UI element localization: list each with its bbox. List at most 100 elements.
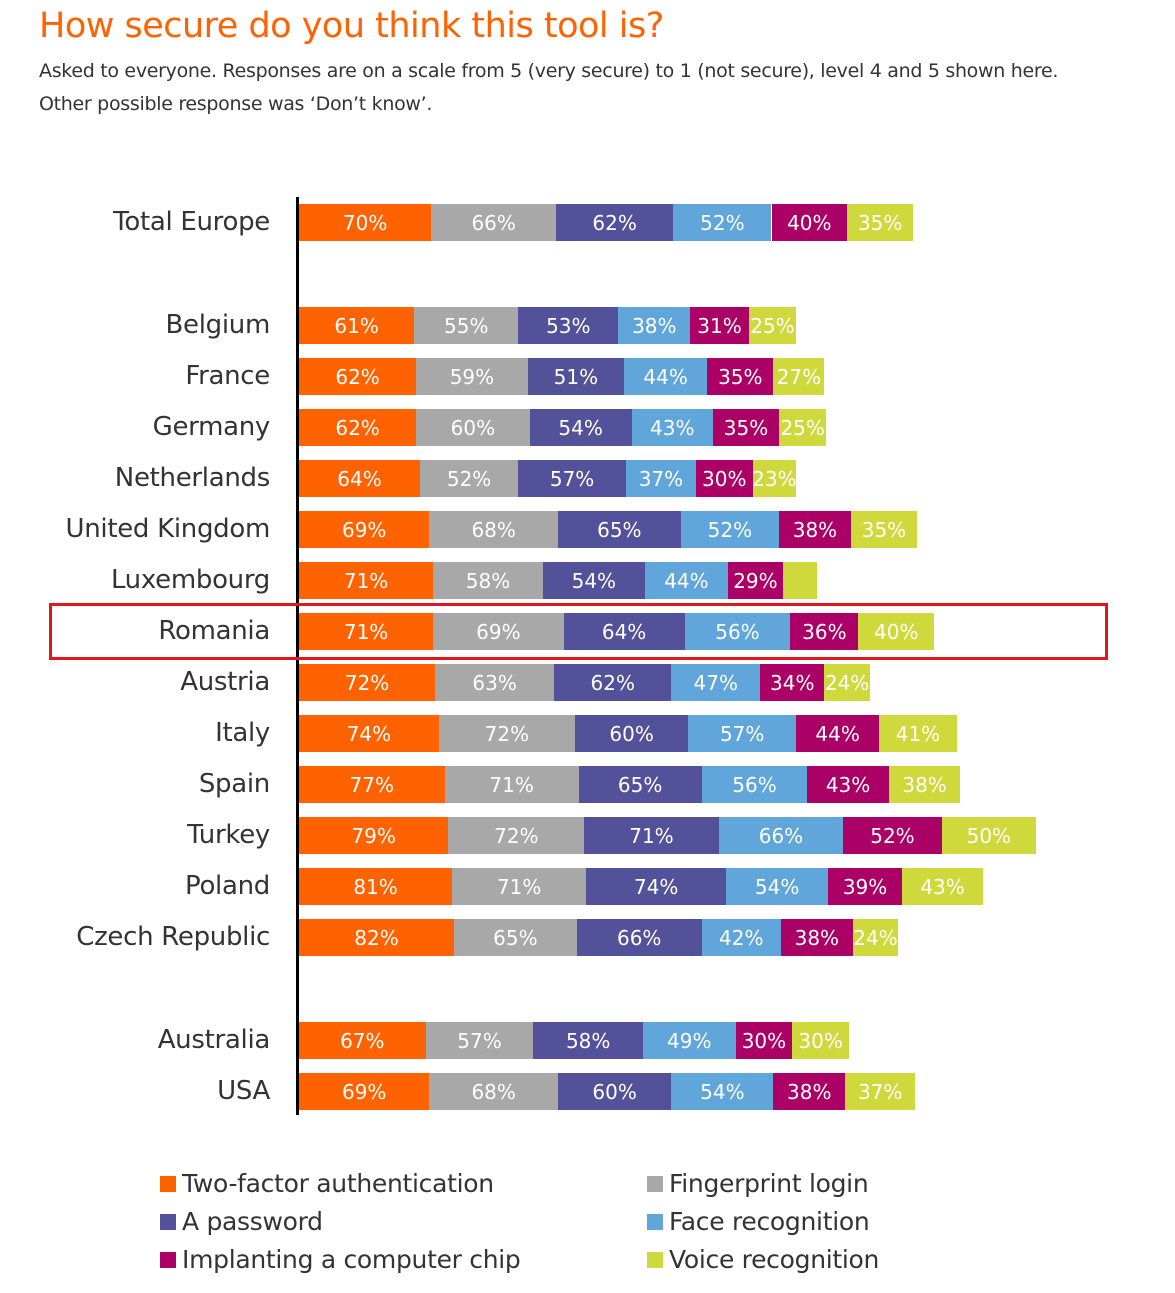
bar-segment-luxembourg-two-factor-authentication: 71% [299,562,434,599]
category-label-total-europe: Total Europe [113,207,270,237]
bar-segment-italy-a-password: 60% [574,715,689,752]
bar-segment-total-europe-a-password: 62% [556,204,674,241]
bar-segment-belgium-implanting-a-computer-chip: 31% [690,307,749,344]
bar-segment-poland-fingerprint-login: 71% [452,868,587,905]
legend-item-voice-recognition: Voice recognition [647,1245,879,1274]
bar-segment-germany-voice-recognition: 25% [779,409,827,446]
bar-segment-belgium-face-recognition: 38% [618,307,691,344]
bar-segment-belgium-voice-recognition: 25% [748,307,797,344]
bar-segment-italy-face-recognition: 57% [688,715,797,752]
bar-segment-france-a-password: 51% [527,358,625,395]
bar-segment-germany-fingerprint-login: 60% [416,409,530,446]
bar-segment-united-kingdom-voice-recognition: 35% [850,511,918,548]
category-label-united-kingdom: United Kingdom [65,514,271,544]
legend-item-fingerprint-login: Fingerprint login [647,1169,869,1198]
legend-swatch [647,1175,663,1192]
bar-segment-france-two-factor-authentication: 62% [299,358,417,395]
bar-segment-romania-implanting-a-computer-chip: 36% [790,613,859,650]
bar-segment-total-europe-two-factor-authentication: 70% [299,204,432,241]
bar-segment-romania-a-password: 64% [563,613,685,650]
chart-title: How secure do you think this tool is? [39,6,664,46]
bar-segment-czech-republic-implanting-a-computer-chip: 38% [780,919,853,956]
bar-segment-australia-face-recognition: 49% [642,1022,736,1059]
bar-segment-luxembourg-face-recognition: 44% [644,562,729,599]
bar-segment-czech-republic-a-password: 66% [576,919,702,956]
bar-segment-turkey-two-factor-authentication: 79% [299,817,449,854]
bar-segment-australia-fingerprint-login: 57% [425,1022,534,1059]
bar-segment-usa-implanting-a-computer-chip: 38% [773,1073,846,1110]
bar-segment-poland-two-factor-authentication: 81% [299,868,453,905]
subtitle-line-1: Asked to everyone. Responses are on a sc… [39,60,1059,82]
bar-segment-netherlands-a-password: 57% [518,460,626,497]
category-label-france: France [185,361,270,391]
bar-segment-usa-voice-recognition: 37% [845,1073,916,1110]
bar-segment-spain-face-recognition: 56% [701,766,808,803]
bar-segment-turkey-voice-recognition: 50% [941,817,1037,854]
bar-segment-austria-implanting-a-computer-chip: 34% [760,664,825,701]
bar-segment-total-europe-implanting-a-computer-chip: 40% [771,204,848,241]
bar-segment-australia-implanting-a-computer-chip: 30% [735,1022,793,1059]
bar-segment-belgium-fingerprint-login: 55% [414,307,519,344]
category-label-luxembourg: Luxembourg [110,565,270,595]
bar-segment-italy-voice-recognition: 41% [879,715,957,752]
legend-label: Two-factor authentication [182,1169,494,1198]
bar-segment-netherlands-fingerprint-login: 52% [419,460,519,497]
category-label-usa: USA [217,1076,270,1106]
legend-item-two-factor-authentication: Two-factor authentication [160,1169,494,1198]
bar-segment-belgium-a-password: 53% [518,307,619,344]
bar-segment-usa-face-recognition: 54% [671,1073,774,1110]
bar-segment-france-face-recognition: 44% [624,358,708,395]
bar-segment-netherlands-two-factor-authentication: 64% [299,460,420,497]
legend-swatch [160,1175,176,1192]
category-label-austria: Austria [180,667,270,697]
category-label-czech-republic: Czech Republic [76,922,270,952]
bar-segment-czech-republic-two-factor-authentication: 82% [299,919,454,956]
legend-swatch [647,1213,663,1230]
bar-segment-total-europe-voice-recognition: 35% [847,204,914,241]
bar-segment-czech-republic-face-recognition: 42% [701,919,781,956]
bar-segment-united-kingdom-two-factor-authentication: 69% [299,511,430,548]
category-label-poland: Poland [185,871,270,901]
bar-segment-usa-fingerprint-login: 68% [429,1073,558,1110]
category-label-australia: Australia [157,1025,271,1055]
bar-segment-spain-a-password: 65% [578,766,702,803]
bar-segment-austria-face-recognition: 47% [671,664,761,701]
bar-segment-france-fingerprint-login: 59% [416,358,528,395]
y-axis-line [296,197,299,1115]
bar-segment-luxembourg-implanting-a-computer-chip: 29% [728,562,783,599]
legend-swatch [160,1251,176,1268]
bar-segment-belgium-two-factor-authentication: 61% [299,307,415,344]
legend-swatch [160,1213,176,1230]
bar-segment-luxembourg-fingerprint-login: 58% [433,562,543,599]
bar-segment-italy-implanting-a-computer-chip: 44% [796,715,880,752]
bar-segment-czech-republic-voice-recognition: 24% [852,919,899,956]
bar-segment-total-europe-face-recognition: 52% [673,204,772,241]
category-label-romania: Romania [158,616,270,646]
bar-segment-romania-two-factor-authentication: 71% [299,613,434,650]
bar-segment-turkey-implanting-a-computer-chip: 52% [843,817,942,854]
bar-segment-netherlands-voice-recognition: 23% [752,460,797,497]
bar-segment-total-europe-fingerprint-login: 66% [431,204,557,241]
legend-swatch [647,1251,663,1268]
bar-segment-france-implanting-a-computer-chip: 35% [707,358,774,395]
bar-segment-turkey-face-recognition: 66% [718,817,844,854]
bar-segment-turkey-fingerprint-login: 72% [448,817,585,854]
bar-segment-austria-fingerprint-login: 63% [435,664,555,701]
category-label-turkey: Turkey [187,820,270,850]
legend-label: Implanting a computer chip [182,1245,521,1274]
legend-label: Fingerprint login [669,1169,869,1198]
bar-segment-united-kingdom-face-recognition: 52% [680,511,780,548]
legend-item-implanting-a-computer-chip: Implanting a computer chip [160,1245,521,1274]
bar-segment-spain-voice-recognition: 38% [888,766,961,803]
bar-segment-spain-fingerprint-login: 71% [444,766,579,803]
category-label-netherlands: Netherlands [114,463,271,493]
bar-segment-romania-fingerprint-login: 69% [433,613,564,650]
bar-segment-poland-voice-recognition: 43% [901,868,984,905]
legend-label: Face recognition [669,1207,870,1236]
bar-segment-usa-a-password: 60% [557,1073,672,1110]
bar-segment-czech-republic-fingerprint-login: 65% [453,919,577,956]
legend-label: Voice recognition [669,1245,880,1274]
category-label-spain: Spain [198,769,270,799]
bar-segment-austria-two-factor-authentication: 72% [299,664,436,701]
bar-segment-netherlands-implanting-a-computer-chip: 30% [695,460,753,497]
